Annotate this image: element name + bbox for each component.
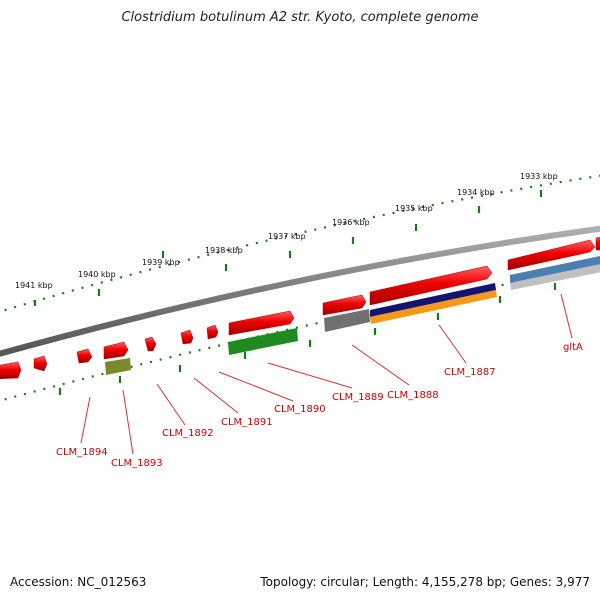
scale-label: 1938 kbp: [205, 246, 243, 255]
gene-label: CLM_1890: [274, 404, 326, 415]
genome-summary: Topology: circular; Length: 4,155,278 bp…: [260, 575, 590, 589]
scale-label: 1941 kbp: [15, 281, 53, 290]
gene-label: CLM_1894: [56, 447, 108, 458]
gene-label: gltA: [563, 342, 583, 353]
feature-steel: [510, 256, 600, 283]
gene-arrow: [76, 348, 93, 364]
forward-genes: [0, 236, 600, 380]
feature-olive: [105, 358, 131, 375]
scale-label: 1935 kbp: [395, 204, 433, 213]
gene-label: CLM_1892: [162, 428, 214, 439]
gene-labels: CLM_1894 CLM_1893 CLM_1892 CLM_1891 CLM_…: [56, 342, 583, 469]
gene-arrow: [0, 361, 22, 380]
gene-label: CLM_1888: [387, 390, 439, 401]
gene-arrow: [369, 265, 493, 306]
map-title: Clostridium botulinum A2 str. Kyoto, com…: [121, 10, 479, 25]
feature-blocks: [105, 256, 600, 375]
feature-gray: [324, 309, 370, 332]
gene-arrow: [33, 355, 48, 372]
accession-text: Accession: NC_012563: [10, 575, 147, 589]
gene-arrow: [322, 294, 367, 316]
feature-orange: [370, 290, 497, 324]
scale-label: 1940 kbp: [78, 270, 116, 279]
gene-label: CLM_1893: [111, 458, 163, 469]
gene-arrow: [228, 310, 295, 336]
scale-ticks: [33, 190, 543, 306]
scale-label: 1934 kbp: [457, 188, 495, 197]
scale-label: 1936 kbp: [332, 218, 370, 227]
feature-green: [228, 328, 298, 355]
gene-arrow: [144, 336, 157, 352]
gene-label: CLM_1889: [332, 392, 384, 403]
gene-label: CLM_1891: [221, 417, 273, 428]
feature-silver: [510, 264, 600, 290]
feature-navy: [370, 283, 496, 317]
gene-arrow: [595, 236, 600, 251]
gene-arrow: [206, 324, 219, 340]
scale-labels: 1941 kbp 1940 kbp 1939 kbp 1938 kbp 1937…: [15, 172, 558, 290]
genome-backbone: [0, 225, 600, 357]
gene-label: CLM_1887: [444, 367, 496, 378]
scale-label: 1933 kbp: [520, 172, 558, 181]
gene-arrow: [180, 329, 194, 345]
scale-label: 1939 kbp: [142, 258, 180, 267]
lower-scale-track: [0, 265, 600, 402]
gene-arrow: [103, 341, 129, 360]
lower-ticks: [58, 283, 557, 395]
leader-lines: [80, 293, 573, 455]
scale-label: 1937 kbp: [268, 232, 306, 241]
gene-arrow: [507, 239, 596, 271]
